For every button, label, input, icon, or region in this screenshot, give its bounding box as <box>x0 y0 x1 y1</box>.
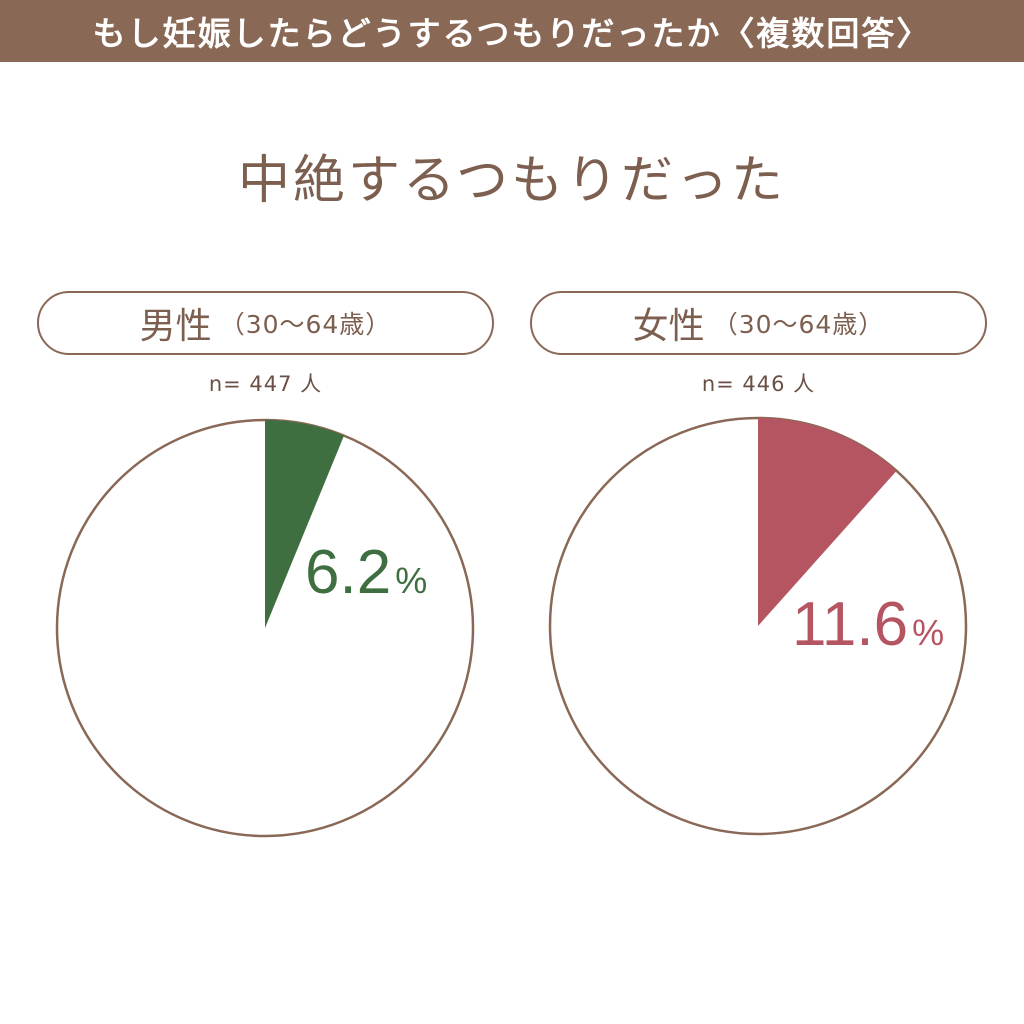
female-sample-size: n= 446 人 <box>701 372 816 396</box>
female-percent-value: 11.6 <box>792 590 908 659</box>
female-percent-label: 11.6% <box>792 590 944 659</box>
header-bar: もし妊娠したらどうするつもりだったか〈複数回答〉 <box>0 0 1024 62</box>
female-pie-slice <box>758 418 897 626</box>
female-percent-unit: % <box>912 612 944 653</box>
header-title: もし妊娠したらどうするつもりだったか〈複数回答〉 <box>92 14 932 53</box>
male-sample-size: n= 447 人 <box>208 372 323 396</box>
male-pie-chart: 6.2% <box>55 418 475 838</box>
female-group-name: 女性 <box>632 306 705 347</box>
female-pie-chart: 11.6% <box>548 416 968 836</box>
male-percent-unit: % <box>395 560 427 601</box>
male-percent-value: 6.2 <box>305 538 391 607</box>
chart-subtitle: 中絶するつもりだった <box>238 151 786 211</box>
male-group-name: 男性 <box>139 306 212 347</box>
male-age-range: （30〜64歳） <box>219 310 392 339</box>
male-percent-label: 6.2% <box>305 538 427 607</box>
female-panel-label: 女性 （30〜64歳） <box>530 291 987 355</box>
male-pie-slice <box>265 420 344 628</box>
male-panel-label: 男性 （30〜64歳） <box>37 291 494 355</box>
female-age-range: （30〜64歳） <box>712 310 885 339</box>
